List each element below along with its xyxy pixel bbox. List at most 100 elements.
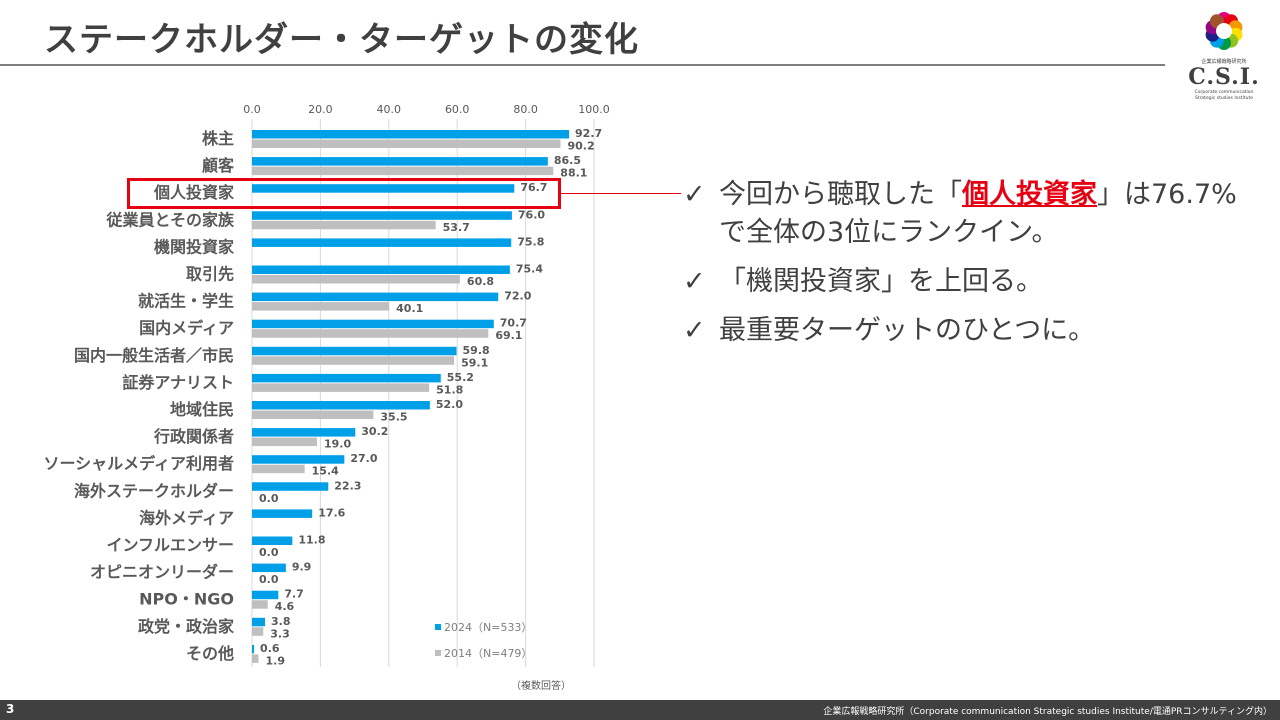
bar-2024: [252, 184, 515, 193]
bullet-text-after: 」は76.7%で全体の3位にランクイン。: [719, 179, 1237, 248]
bullet-list: ✓ 今回から聴取した「個人投資家」は76.7%で全体の3位にランクイン。 ✓ 「…: [683, 176, 1243, 361]
data-label-2014: 69.1: [495, 329, 522, 342]
legend-label: 2014（N=479）: [444, 647, 532, 660]
footer-credit: 企業広報戦略研究所（Corporate communication Strate…: [823, 707, 1272, 717]
bullet-item: ✓ 「機関投資家」を上回る。: [683, 263, 1243, 301]
bar-2014: [252, 220, 436, 230]
legend-swatch: [435, 624, 441, 630]
category-label: 行政関係者: [153, 427, 234, 446]
data-label-2024: 52.0: [436, 398, 463, 411]
page-number: 3: [6, 702, 15, 716]
category-label: 海外メディア: [139, 508, 234, 527]
category-label: 国内一般生活者／市民: [74, 346, 234, 365]
bar-2024: [252, 536, 293, 545]
bar-2014: [252, 166, 554, 176]
bar-2014: [252, 410, 374, 419]
data-label-2024: 86.5: [554, 154, 581, 167]
bar-2024: [252, 292, 499, 302]
category-label: 顧客: [202, 156, 235, 175]
bar-2024: [252, 590, 279, 600]
data-label-2024: 55.2: [447, 371, 474, 384]
data-label-2014: 1.9: [265, 654, 285, 667]
bar-2024: [252, 373, 441, 383]
category-label: NPO・NGO: [139, 590, 234, 609]
bar-2014: [252, 383, 430, 392]
check-icon: ✓: [683, 266, 706, 297]
bar-2014: [252, 600, 268, 609]
category-label: インフルエンサー: [106, 536, 234, 555]
data-label-2024: 3.8: [271, 615, 291, 628]
bullet-text: 「機関投資家」を上回る。: [719, 266, 1043, 297]
category-label: 個人投資家: [153, 183, 235, 202]
data-label-2024: 59.8: [463, 344, 490, 357]
logo-subtitle-line2: Strategic studies Institute: [1194, 95, 1254, 101]
bullet-item: ✓ 最重要ターゲットのひとつに。: [683, 312, 1243, 350]
bar-2024: [252, 211, 512, 220]
data-label-2014: 53.7: [443, 221, 470, 234]
data-label-2024: 0.6: [260, 642, 280, 655]
logo-subtitle: Corporate communication Strategic studie…: [1188, 90, 1260, 101]
bar-2024: [252, 238, 512, 247]
check-icon: ✓: [683, 179, 706, 210]
data-label-2014: 19.0: [324, 438, 351, 451]
data-label-2024: 30.2: [361, 425, 388, 438]
data-label-2024: 75.8: [517, 235, 544, 248]
bar-2024: [252, 401, 430, 410]
data-label-2014: 90.2: [567, 140, 594, 153]
bar-2024: [252, 428, 356, 437]
data-label-2014: 59.1: [461, 356, 488, 369]
bar-2014: [252, 302, 390, 311]
data-label-2024: 17.6: [318, 506, 345, 519]
data-label-2024: 7.7: [284, 588, 304, 601]
data-label-2014: 35.5: [380, 411, 407, 424]
bar-2014: [252, 139, 561, 148]
bar-2014: [252, 356, 455, 365]
category-label: オピニオンリーダー: [90, 563, 234, 582]
data-label-2014: 40.1: [396, 302, 423, 315]
bar-2024: [252, 563, 286, 573]
category-label: 取引先: [186, 265, 234, 284]
logo-center-icon: [1216, 23, 1232, 39]
check-icon: ✓: [683, 315, 706, 346]
bullet-text-before: 今回から聴取した「: [719, 179, 962, 210]
bar-2024: [252, 644, 255, 654]
x-tick-label: 80.0: [513, 103, 538, 116]
bar-2024: [252, 130, 570, 139]
data-label-2024: 75.4: [516, 263, 543, 276]
data-label-2024: 76.7: [520, 181, 547, 194]
bar-2014: [252, 654, 259, 663]
category-label: 証券アナリスト: [122, 373, 234, 392]
bar-2024: [252, 265, 510, 274]
category-label: 就活生・学生: [138, 292, 234, 311]
bar-2014: [252, 464, 305, 474]
highlight-connector-line: [561, 193, 681, 194]
bar-2024: [252, 346, 457, 356]
bar-2024: [252, 617, 265, 627]
data-label-2024: 70.7: [500, 317, 527, 330]
data-label-2014: 15.4: [312, 465, 339, 478]
data-label-2014: 60.8: [467, 275, 494, 288]
category-label: 機関投資家: [154, 237, 235, 256]
legend-swatch: [435, 650, 441, 656]
legend-label: 2024（N=533）: [444, 621, 532, 634]
bar-2024: [252, 455, 345, 464]
category-label: 地域住民: [170, 400, 234, 419]
category-label: その他: [186, 644, 234, 663]
logo-mark: C.S.I.: [1188, 64, 1260, 90]
data-label-2024: 22.3: [334, 479, 361, 492]
category-label: 国内メディア: [139, 319, 234, 338]
highlight-box-individual-investor: [127, 178, 561, 209]
bar-2014: [252, 329, 489, 338]
data-label-2014: 0.0: [259, 573, 279, 586]
bar-2024: [252, 157, 548, 166]
data-label-2014: 3.3: [270, 627, 290, 640]
bar-2014: [252, 275, 460, 284]
x-tick-label: 60.0: [445, 103, 470, 116]
data-label-2024: 9.9: [292, 561, 312, 574]
data-label-2024: 27.0: [350, 452, 377, 465]
bullet-highlight: 個人投資家: [962, 179, 1097, 210]
x-tick-label: 100.0: [578, 103, 610, 116]
data-label-2024: 11.8: [298, 534, 325, 547]
data-label-2014: 88.1: [560, 167, 587, 180]
stakeholder-bar-chart: 0.0 20.0 40.0 60.0 80.0 100.0 株主 92.790.2 顧客 86.5…: [43, 103, 610, 692]
